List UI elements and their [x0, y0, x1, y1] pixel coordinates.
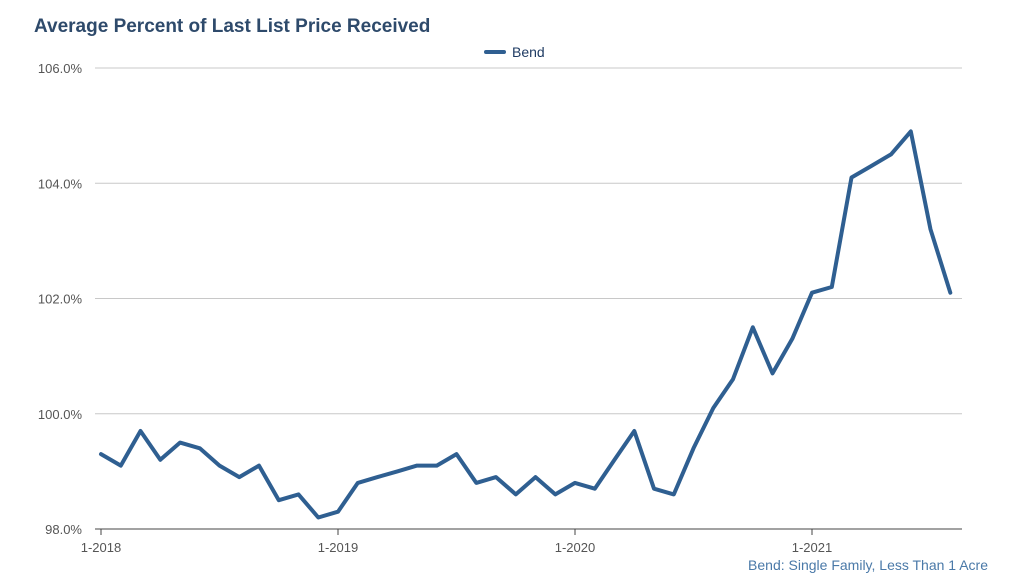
- y-tick-label: 104.0%: [38, 176, 83, 191]
- series-layer: [99, 129, 953, 520]
- y-tick-label: 102.0%: [38, 292, 83, 307]
- x-tick-label: 1-2020: [555, 540, 595, 555]
- y-tick-label: 106.0%: [38, 61, 83, 76]
- x-tick-label: 1-2019: [318, 540, 358, 555]
- axes: 98.0% 100.0% 102.0% 104.0% 106.0% 1-2018 1-201…: [38, 61, 962, 555]
- chart-title: Average Percent of Last List Price Recei…: [34, 16, 431, 37]
- x-tick-label: 1-2021: [792, 540, 832, 555]
- legend-label-bend: Bend: [512, 44, 545, 60]
- chart-footnote: Bend: Single Family, Less Than 1 Acre: [748, 557, 988, 573]
- x-tick-label: 1-2018: [81, 540, 121, 555]
- y-tick-label: 98.0%: [45, 522, 82, 537]
- legend-swatch-bend: [484, 50, 506, 54]
- series-line-bend: [99, 129, 953, 520]
- legend: Bend: [484, 44, 545, 60]
- grid-lines: [95, 67, 962, 415]
- y-tick-label: 100.0%: [38, 407, 83, 422]
